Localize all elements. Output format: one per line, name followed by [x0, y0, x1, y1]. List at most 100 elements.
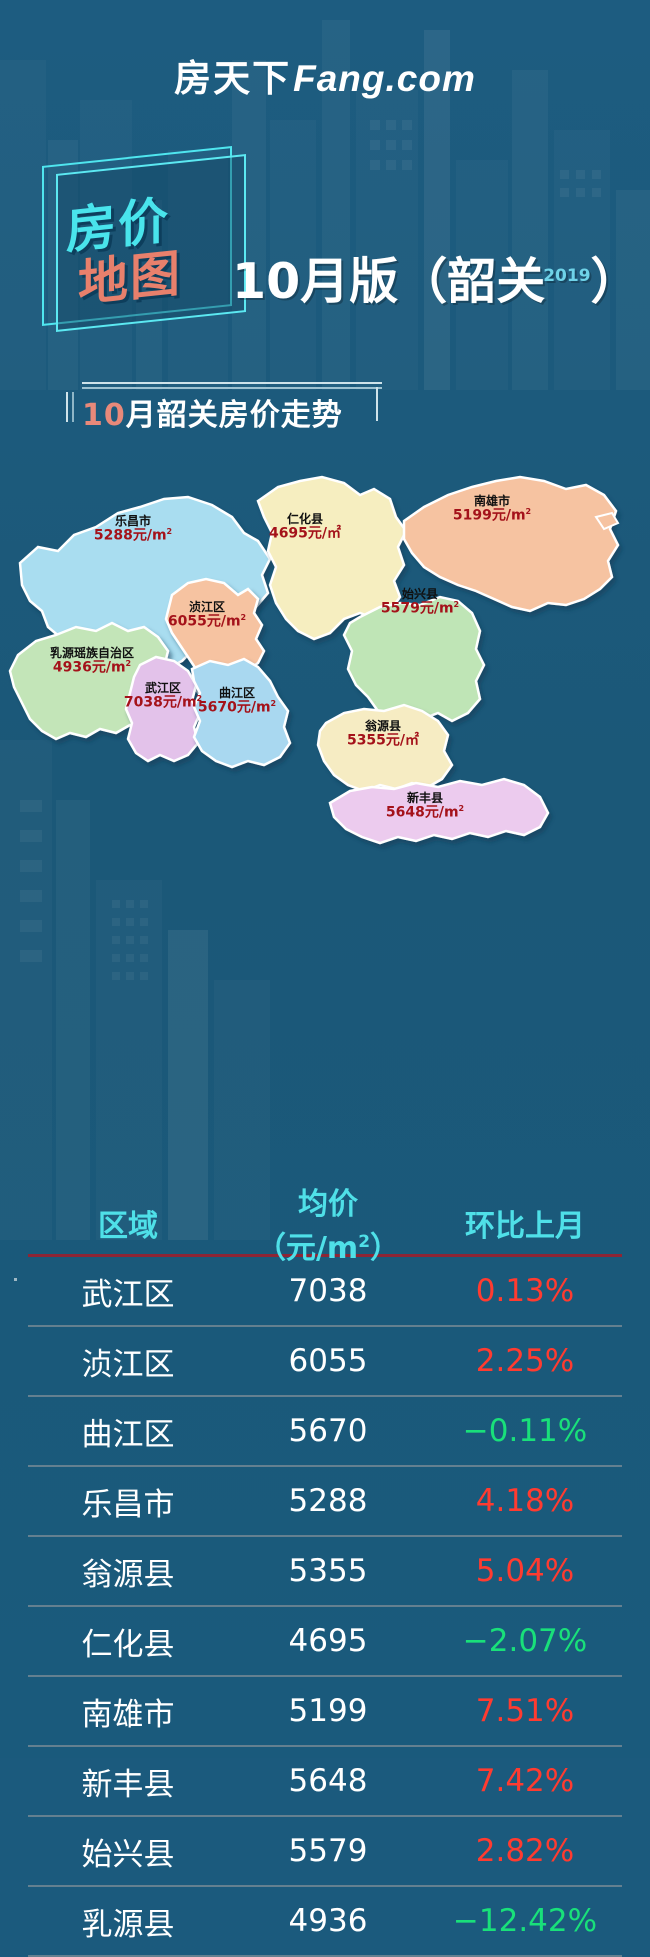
table-cell-region: 乳源县	[81, 1906, 175, 1943]
map-region-wengyuan[interactable]	[316, 703, 454, 793]
map-label-wujiang: 武江区 7038元/m2	[108, 681, 218, 712]
map-label-shixing: 始兴县 5579元/m2	[365, 587, 475, 618]
table-cell-change: 5.04%	[475, 1553, 575, 1589]
map-label-price: 5579元/m2	[380, 600, 460, 618]
table-row: 仁化县 4695 −2.07%	[28, 1607, 622, 1675]
price-table: 区域 均价（元/m2） 环比上月 武江区 7038 0.13% 浈江区 6055 2.25…	[28, 1187, 622, 1957]
map-label-name: 南雄市	[473, 494, 510, 508]
table-row: 曲江区 5670 −0.11%	[28, 1397, 622, 1465]
table-cell-price: 5648	[288, 1763, 368, 1799]
table-cell-change: −2.07%	[462, 1623, 588, 1659]
table-row-divider	[28, 1395, 622, 1397]
banner-rest-text: 月韶关房价走势	[125, 398, 343, 433]
banner-rule-top2	[82, 387, 382, 389]
map-svg	[8, 475, 620, 845]
table-cell-region: 南雄市	[81, 1696, 175, 1733]
map-label-name: 新丰县	[406, 791, 443, 805]
table-cell-price: 5288	[288, 1483, 368, 1519]
map-label-price: 6055元/m2	[167, 613, 247, 631]
table-cell-change: 2.25%	[475, 1343, 575, 1379]
table-cell-price: 5579	[288, 1833, 368, 1869]
table-cell-region: 始兴县	[81, 1836, 175, 1873]
table-row-divider	[28, 1325, 622, 1327]
map-region-qujiang[interactable]	[190, 657, 292, 769]
table-cell-region: 曲江区	[81, 1416, 175, 1453]
table-row-divider	[28, 1885, 622, 1887]
map-region-wujiang[interactable]	[124, 655, 202, 763]
table-header-divider	[28, 1254, 622, 1257]
table-header-change: 环比上月	[465, 1209, 585, 1244]
map-region-shixing[interactable]	[342, 595, 486, 723]
table-cell-change: 7.51%	[475, 1693, 575, 1729]
table-cell-region: 武江区	[81, 1276, 175, 1313]
page-title-year: 2019	[543, 265, 591, 286]
table-row: 武江区 7038 0.13%	[28, 1257, 622, 1325]
map-label-price: 5355元/㎡	[346, 733, 420, 750]
table-cell-price: 6055	[288, 1343, 368, 1379]
map-label-zhenjiang: 浈江区 6055元/m2	[152, 600, 262, 631]
map-label-price: 5670元/m2	[197, 699, 277, 717]
table-cell-change: 2.82%	[475, 1833, 575, 1869]
table-row: 新丰县 5648 7.42%	[28, 1747, 622, 1815]
table-row: 乐昌市 5288 4.18%	[28, 1467, 622, 1535]
table-row-divider	[28, 1465, 622, 1467]
table-cell-region: 翁源县	[81, 1556, 175, 1593]
banner-rule-right	[376, 387, 378, 421]
table-cell-price: 4695	[288, 1623, 368, 1659]
table-row: 浈江区 6055 2.25%	[28, 1327, 622, 1395]
table-cell-change: 0.13%	[475, 1273, 575, 1309]
table-cell-region: 乐昌市	[81, 1486, 175, 1523]
table-cell-region: 仁化县	[81, 1626, 175, 1663]
map-label-price: 5199元/m2	[452, 507, 532, 525]
table-cell-price: 4936	[288, 1903, 368, 1939]
table-cell-change: −12.42%	[452, 1903, 598, 1939]
table-row-divider	[28, 1815, 622, 1817]
map-label-name: 始兴县	[401, 587, 438, 601]
map-label-price: 5288元/m2	[93, 527, 173, 545]
site-logo-cn: 房天下	[174, 57, 292, 100]
table-cell-price: 7038	[288, 1273, 368, 1309]
table-row: 乳源县 4936 −12.42%	[28, 1887, 622, 1955]
map-label-ruyuan: 乳源瑶族自治区 4936元/m2	[12, 646, 172, 677]
table-row: 南雄市 5199 7.51%	[28, 1677, 622, 1745]
table-cell-price: 5355	[288, 1553, 368, 1589]
map-label-nanxiong: 南雄市 5199元/m2	[437, 494, 547, 525]
site-logo[interactable]: 房天下Fang.com	[0, 48, 650, 102]
table-cell-change: 4.18%	[475, 1483, 575, 1519]
map-label-renhua: 仁化县 4695元/㎡	[255, 512, 355, 543]
map-label-wengyuan: 翁源县 5355元/㎡	[328, 719, 438, 750]
section-banner-trend: 10月韶关房价走势	[60, 382, 390, 433]
section-banner-text: 10月韶关房价走势	[82, 390, 343, 434]
map-label-name: 翁源县	[364, 719, 401, 733]
table-row: 翁源县 5355 5.04%	[28, 1537, 622, 1605]
decorative-dot	[14, 1278, 17, 1281]
table-row-divider	[28, 1745, 622, 1747]
map-region-xinfeng[interactable]	[328, 777, 550, 845]
table-cell-region: 新丰县	[81, 1766, 175, 1803]
map-label-name: 浈江区	[188, 600, 225, 614]
table-row: 始兴县 5579 2.82%	[28, 1817, 622, 1885]
map-label-price: 4695元/㎡	[268, 526, 342, 543]
table-row-divider	[28, 1675, 622, 1677]
table-cell-change: 7.42%	[475, 1763, 575, 1799]
page-title-main: 10月版（韶关	[232, 253, 546, 310]
map-label-name: 曲江区	[218, 686, 255, 700]
map-label-name: 武江区	[144, 681, 181, 695]
page-title-close: ）	[590, 253, 640, 310]
table-cell-price: 5199	[288, 1693, 368, 1729]
map-label-name: 乳源瑶族自治区	[49, 646, 134, 660]
banner-rule-left2	[72, 392, 74, 422]
badge-text: 房价 地图	[64, 165, 244, 334]
table-header-region: 区域	[98, 1209, 158, 1244]
table-body: 武江区 7038 0.13% 浈江区 6055 2.25% 曲江区 5670 −0.11% 乐昌市…	[28, 1257, 622, 1957]
table-cell-region: 浈江区	[81, 1346, 175, 1383]
banner-month-number: 10	[82, 398, 126, 433]
table-header-price: 均价（元/m2）	[255, 1187, 401, 1266]
page-title: 10月版（韶关2019）	[232, 242, 640, 313]
map-region-nanxiong[interactable]	[402, 475, 620, 613]
map-label-qujiang: 曲江区 5670元/m2	[182, 686, 292, 717]
table-row-divider	[28, 1535, 622, 1537]
shaoguan-price-map[interactable]: 乐昌市 5288元/m2 仁化县 4695元/㎡ 南雄市 5199元/m2 始兴…	[0, 455, 650, 880]
map-label-name: 乐昌市	[114, 514, 151, 528]
fangjia-ditu-badge: 房价 地图	[38, 146, 258, 332]
